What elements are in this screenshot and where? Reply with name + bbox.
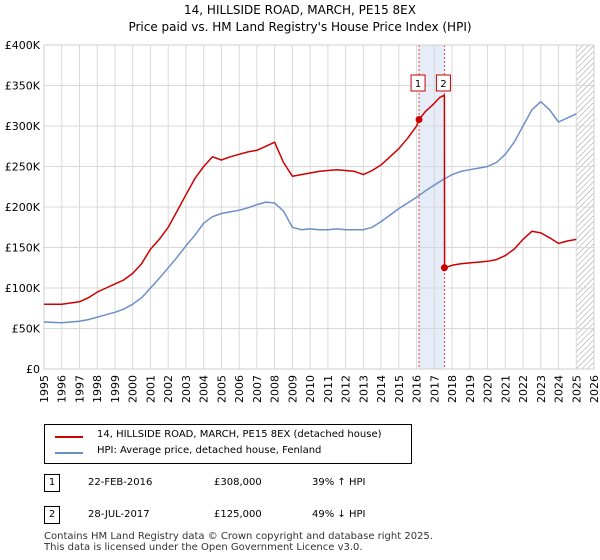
x-tick-label: 2018 bbox=[446, 375, 459, 403]
footer-licence: This data is licensed under the Open Gov… bbox=[44, 542, 363, 553]
x-tick-label: 2002 bbox=[162, 375, 175, 403]
x-tick-label: 2007 bbox=[251, 375, 264, 403]
x-tick-label: 2025 bbox=[570, 375, 583, 403]
x-tick-label: 2013 bbox=[357, 375, 370, 403]
x-tick-label: 2026 bbox=[588, 375, 600, 403]
series-line-property bbox=[44, 94, 577, 305]
y-tick-label: £400K bbox=[5, 39, 41, 52]
legend: 14, HILLSIDE ROAD, MARCH, PE15 8EX (deta… bbox=[44, 424, 412, 464]
sale-marker-box bbox=[435, 74, 451, 92]
y-tick-label: £100K bbox=[5, 282, 41, 295]
x-tick-label: 2016 bbox=[411, 375, 424, 403]
sale-date: 22-FEB-2016 bbox=[88, 477, 153, 488]
sale-price: £125,000 bbox=[214, 509, 262, 520]
sale-hpi-change: 49% ↓ HPI bbox=[312, 509, 366, 520]
y-tick-label: £150K bbox=[5, 242, 41, 255]
x-tick-label: 2020 bbox=[482, 375, 495, 403]
x-tick-label: 2006 bbox=[233, 375, 246, 403]
chart-subtitle: Price paid vs. HM Land Registry's House … bbox=[128, 20, 472, 34]
x-tick-label: 2008 bbox=[269, 375, 282, 403]
footer-copyright: Contains HM Land Registry data © Crown c… bbox=[44, 531, 433, 542]
x-tick-label: 2004 bbox=[198, 375, 211, 403]
price-chart: £0 £50K £100K £150K £200K £250K £300K £350K £400… bbox=[5, 39, 600, 403]
x-tick-label: 2017 bbox=[428, 375, 441, 403]
x-tick-label: 2023 bbox=[535, 375, 548, 403]
y-tick-label: £300K bbox=[5, 120, 41, 133]
sale-marker-label: 1 bbox=[415, 79, 421, 90]
sale-date: 28-JUL-2017 bbox=[88, 509, 150, 520]
sale-point bbox=[440, 264, 448, 272]
x-tick-label: 2011 bbox=[322, 375, 335, 403]
x-tick-label: 1999 bbox=[109, 375, 122, 403]
x-tick-label: 2024 bbox=[553, 375, 566, 403]
x-tick-label: 2012 bbox=[340, 375, 353, 403]
chart-title: 14, HILLSIDE ROAD, MARCH, PE15 8EX bbox=[184, 3, 416, 17]
sale-number-badge: 1 bbox=[44, 474, 60, 492]
x-tick-label: 2021 bbox=[499, 375, 512, 403]
x-tick-label: 2003 bbox=[180, 375, 193, 403]
y-tick-label: £0 bbox=[26, 363, 40, 376]
sale-number-badge: 2 bbox=[44, 506, 60, 524]
x-tick-label: 2009 bbox=[286, 375, 299, 403]
x-tick-label: 2001 bbox=[144, 375, 157, 403]
plot-frame bbox=[43, 44, 595, 370]
legend-label-property: 14, HILLSIDE ROAD, MARCH, PE15 8EX (deta… bbox=[97, 429, 382, 440]
x-tick-label: 2005 bbox=[215, 375, 228, 403]
x-tick-label: 2019 bbox=[464, 375, 477, 403]
x-tick-label: 2000 bbox=[127, 375, 140, 403]
x-tick-label: 2014 bbox=[375, 375, 388, 403]
sale-price: £308,000 bbox=[214, 477, 262, 488]
y-tick-label: £350K bbox=[5, 80, 41, 93]
y-tick-label: £200K bbox=[5, 201, 41, 214]
sale-hpi-change: 39% ↑ HPI bbox=[312, 477, 366, 488]
sale-marker-box bbox=[410, 74, 426, 92]
x-tick-label: 1995 bbox=[38, 375, 51, 403]
x-tick-label: 2022 bbox=[517, 375, 530, 403]
y-tick-label: £250K bbox=[5, 161, 41, 174]
x-tick-label: 2010 bbox=[304, 375, 317, 403]
x-tick-label: 2015 bbox=[393, 375, 406, 403]
sale-point bbox=[415, 116, 423, 124]
x-tick-label: 1997 bbox=[73, 375, 86, 403]
legend-label-hpi: HPI: Average price, detached house, Fenl… bbox=[97, 445, 322, 456]
series-line-hpi bbox=[43, 100, 577, 324]
legend-swatch-property bbox=[55, 436, 83, 438]
y-tick-label: £50K bbox=[12, 323, 41, 336]
x-tick-label: 1998 bbox=[91, 375, 104, 403]
sale-marker-label: 2 bbox=[440, 79, 446, 90]
legend-swatch-hpi bbox=[55, 452, 83, 454]
x-tick-label: 1996 bbox=[56, 375, 69, 403]
